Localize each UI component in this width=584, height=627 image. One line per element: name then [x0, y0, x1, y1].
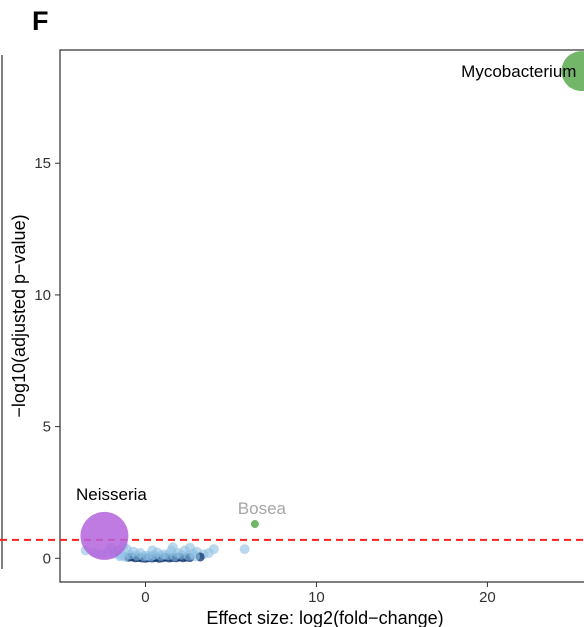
data-point	[147, 545, 158, 556]
label-mycobacterium: Mycobacterium	[461, 62, 576, 81]
points-layer	[80, 51, 584, 563]
y-tick-label: 15	[34, 155, 51, 172]
point-bosea	[250, 520, 259, 529]
y-tick-label: 5	[43, 419, 51, 436]
point-mycobacterium	[561, 51, 584, 92]
y-tick-label: 0	[43, 550, 51, 567]
labels-layer: Mycobacterium Neisseria Bosea	[76, 62, 576, 518]
plot-frame	[59, 49, 584, 583]
data-point	[184, 542, 195, 553]
x-tick-label: 20	[479, 589, 496, 606]
y-axis-title: −log10(adjusted p−value)	[9, 214, 29, 417]
panel-label: F	[32, 6, 49, 36]
x-axis-title: Effect size: log2(fold−change)	[206, 608, 443, 627]
x-tick-label: 10	[308, 589, 325, 606]
data-point	[190, 551, 201, 562]
y-tick-label: 10	[34, 287, 51, 304]
x-tick-label: 0	[141, 589, 149, 606]
data-point	[208, 544, 219, 555]
y-axis: 0 5 10 15	[34, 155, 60, 567]
x-axis: 0 10 20	[141, 582, 496, 606]
data-point	[135, 548, 146, 559]
point-neisseria	[80, 511, 129, 560]
label-neisseria: Neisseria	[76, 485, 147, 504]
data-point	[167, 542, 178, 553]
data-point	[239, 544, 250, 555]
label-bosea: Bosea	[238, 499, 287, 518]
